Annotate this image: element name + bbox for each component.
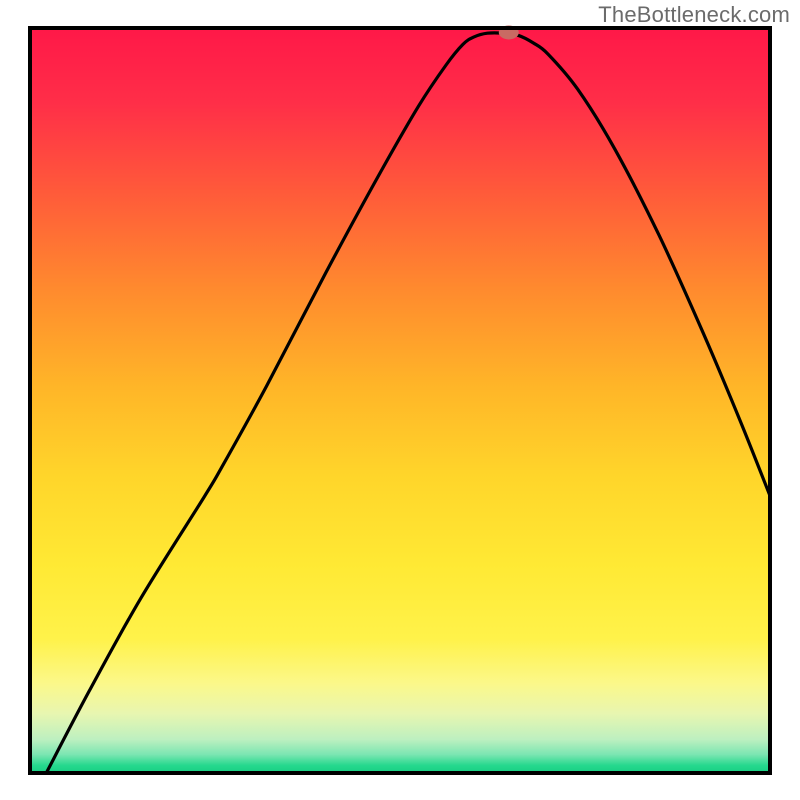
watermark-label: TheBottleneck.com [598,2,790,28]
bottleneck-curve-chart [0,0,800,800]
chart-container: TheBottleneck.com [0,0,800,800]
